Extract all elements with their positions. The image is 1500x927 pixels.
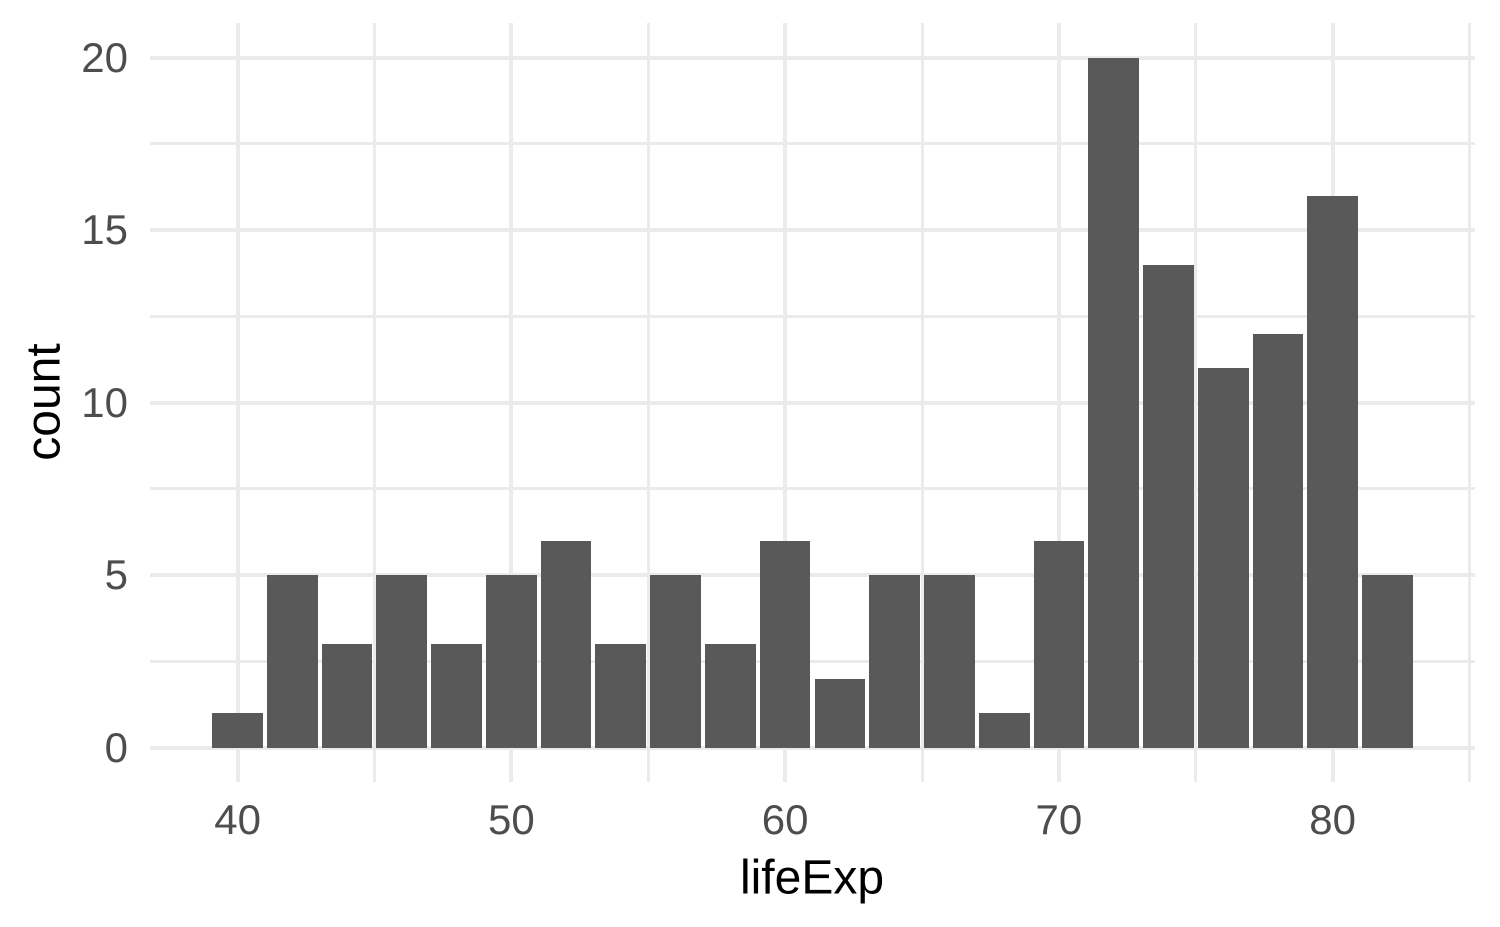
y-tick-label: 20 bbox=[81, 33, 128, 81]
x-tick-label: 80 bbox=[1309, 796, 1356, 843]
histogram-bar bbox=[595, 644, 647, 748]
major-gridline-x bbox=[783, 23, 788, 782]
histogram-bar bbox=[869, 575, 920, 748]
major-gridline-y bbox=[150, 400, 1475, 405]
histogram-bar bbox=[704, 644, 756, 748]
y-tick-label: 15 bbox=[81, 206, 128, 253]
histogram-bar bbox=[266, 575, 318, 748]
minor-gridline-y bbox=[150, 659, 1475, 663]
minor-gridline-y bbox=[150, 314, 1475, 318]
major-gridline-x bbox=[509, 23, 514, 782]
y-tick-label: 5 bbox=[104, 551, 128, 598]
x-axis-title: lifeExp bbox=[739, 851, 885, 905]
histogram-bar bbox=[924, 575, 975, 748]
y-tick-label: 0 bbox=[104, 723, 128, 771]
major-gridline-y bbox=[150, 228, 1475, 232]
histogram-bar bbox=[540, 540, 592, 748]
histogram-bar bbox=[978, 713, 1030, 748]
histogram-bar bbox=[1143, 264, 1194, 748]
histogram-bar bbox=[376, 575, 428, 748]
major-gridline-y bbox=[150, 573, 1475, 577]
plot-panel bbox=[150, 23, 1475, 782]
x-tick-label: 40 bbox=[214, 796, 261, 843]
major-gridline-x bbox=[1056, 23, 1061, 782]
x-tick-label: 60 bbox=[761, 796, 809, 843]
y-axis-title: count bbox=[17, 343, 71, 461]
histogram-bar bbox=[759, 540, 811, 748]
minor-gridline-y bbox=[150, 142, 1475, 146]
histogram-bar bbox=[321, 644, 373, 748]
x-tick-label: 70 bbox=[1035, 796, 1083, 843]
histogram-bar bbox=[431, 644, 482, 748]
histogram-bar bbox=[1088, 57, 1139, 748]
major-gridline-y bbox=[150, 55, 1475, 60]
histogram-bar bbox=[1362, 575, 1413, 748]
major-gridline-x bbox=[235, 23, 240, 782]
histogram-bar bbox=[485, 575, 537, 748]
histogram-bar bbox=[1307, 195, 1359, 748]
minor-gridline-y bbox=[150, 487, 1475, 491]
histogram-bar bbox=[1033, 540, 1085, 748]
major-gridline-y bbox=[150, 745, 1475, 750]
histogram-bar bbox=[1197, 368, 1249, 748]
histogram-bar bbox=[814, 678, 866, 748]
histogram-bar bbox=[650, 575, 701, 748]
x-tick-label: 50 bbox=[488, 796, 535, 843]
histogram-bar bbox=[212, 713, 263, 748]
y-tick-label: 10 bbox=[81, 378, 128, 426]
histogram-bar bbox=[1252, 333, 1304, 748]
